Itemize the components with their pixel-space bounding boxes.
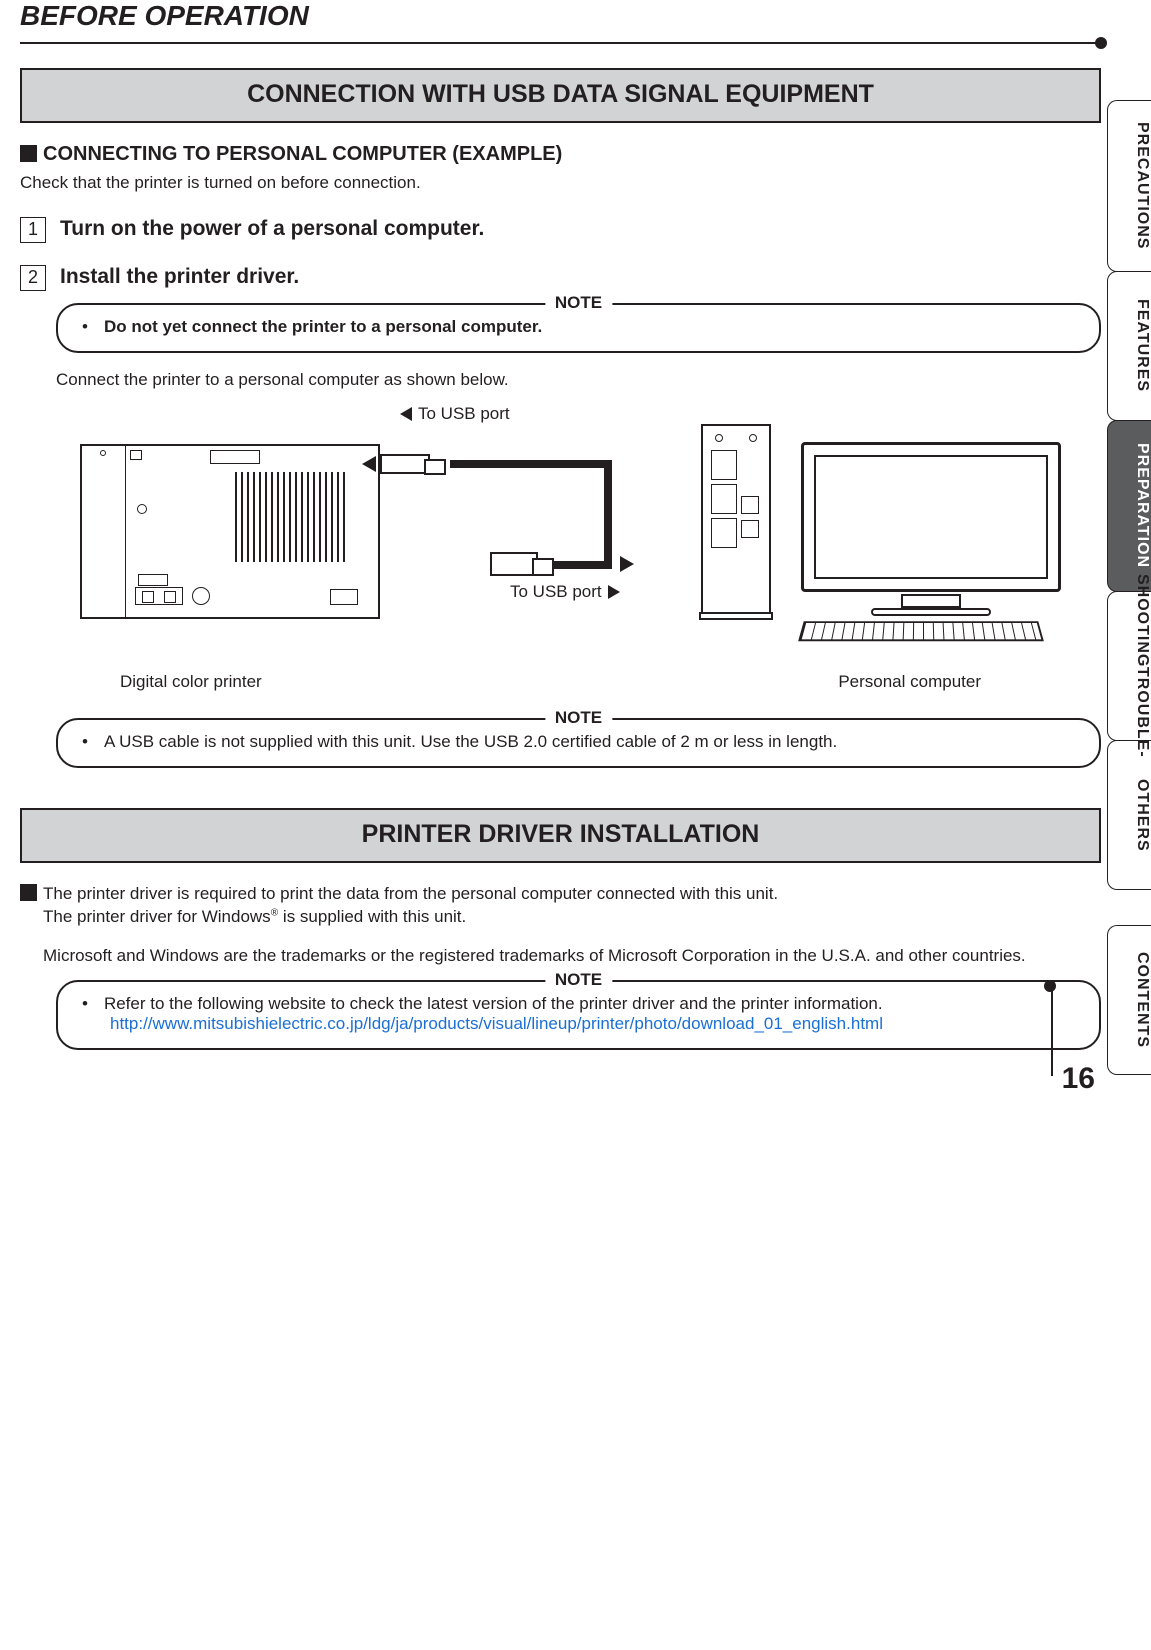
tab-troubleshooting[interactable]: SHOOTINGTROUBLE-	[1107, 591, 1151, 741]
usb-top-text: To USB port	[418, 404, 510, 423]
subheading-text: CONNECTING TO PERSONAL COMPUTER (EXAMPLE…	[43, 143, 562, 165]
tab-preparation[interactable]: PREPARATION	[1107, 420, 1151, 592]
note-text: •Do not yet connect the printer to a per…	[82, 317, 1075, 337]
note-2-body: A USB cable is not supplied with this un…	[104, 732, 837, 751]
pc-label: Personal computer	[838, 672, 981, 692]
arrow-left-icon	[400, 407, 412, 421]
step-number: 1	[20, 217, 46, 243]
usb-port-label-top: To USB port	[400, 404, 510, 424]
note-text: •Refer to the following website to check…	[82, 994, 1075, 1034]
note-label: NOTE	[545, 708, 612, 728]
tab-contents[interactable]: CONTENTS	[1107, 925, 1151, 1075]
subheading-connecting: CONNECTING TO PERSONAL COMPUTER (EXAMPLE…	[20, 143, 1101, 166]
printer-label: Digital color printer	[120, 672, 262, 692]
arrow-left-icon	[362, 456, 376, 472]
p1b-wrap: The printer driver for Windows® is suppl…	[43, 907, 466, 926]
diagram-labels: Digital color printer Personal computer	[120, 672, 981, 692]
page-number: 16	[1062, 1062, 1095, 1096]
p1b: The printer driver for Windows	[43, 907, 271, 926]
usb-port-label-bottom: To USB port	[510, 582, 620, 602]
section-banner-connection: CONNECTION WITH USB DATA SIGNAL EQUIPMEN…	[20, 68, 1101, 123]
step-2: 2 Install the printer driver.	[20, 265, 1101, 291]
note-label: NOTE	[545, 293, 612, 313]
usb-plug-icon	[380, 454, 430, 474]
driver-paragraph-1: The printer driver is required to print …	[20, 883, 1101, 929]
right-vertical-rule	[1051, 985, 1053, 1076]
tab-features[interactable]: FEATURES	[1107, 271, 1151, 421]
page-title: BEFORE OPERATION	[20, 0, 1101, 38]
driver-download-link[interactable]: http://www.mitsubishielectric.co.jp/ldg/…	[110, 1014, 883, 1033]
square-bullet-icon	[20, 145, 37, 162]
note-label: NOTE	[545, 970, 612, 990]
arrow-right-icon	[608, 585, 620, 599]
p1a: The printer driver is required to print …	[43, 884, 778, 903]
intro-text: Check that the printer is turned on befo…	[20, 172, 1101, 195]
step-text: Install the printer driver.	[60, 265, 299, 289]
step-text: Turn on the power of a personal computer…	[60, 217, 484, 241]
square-bullet-icon	[20, 884, 37, 901]
note-text: •A USB cable is not supplied with this u…	[82, 732, 1075, 752]
usb-plug-icon	[490, 552, 538, 576]
step-number: 2	[20, 265, 46, 291]
section-banner-driver: PRINTER DRIVER INSTALLATION	[20, 808, 1101, 863]
tab-others[interactable]: OTHERS	[1107, 740, 1151, 890]
arrow-right-icon	[620, 556, 634, 572]
connect-instruction: Connect the printer to a personal comput…	[56, 369, 1101, 392]
trademark-paragraph: Microsoft and Windows are the trademarks…	[43, 945, 1101, 968]
side-tabs: PRECAUTIONSFEATURESPREPARATIONSHOOTINGTR…	[1107, 100, 1151, 1074]
usb-cable-vertical	[604, 460, 612, 565]
note-box-3: NOTE •Refer to the following website to …	[56, 980, 1101, 1050]
usb-cable-top	[380, 454, 610, 474]
p1c: is supplied with this unit.	[278, 907, 466, 926]
pc-illustration	[701, 424, 1061, 639]
note-box-1: NOTE •Do not yet connect the printer to …	[56, 303, 1101, 353]
step-1: 1 Turn on the power of a personal comput…	[20, 217, 1101, 243]
note-box-2: NOTE •A USB cable is not supplied with t…	[56, 718, 1101, 768]
connection-diagram: To USB port To USB port	[80, 404, 1101, 664]
tab-precautions[interactable]: PRECAUTIONS	[1107, 100, 1151, 272]
note-1-body: Do not yet connect the printer to a pers…	[104, 317, 542, 336]
usb-bot-text: To USB port	[510, 582, 602, 601]
title-rule	[20, 38, 1101, 50]
printer-illustration	[80, 444, 380, 619]
note-3-body: Refer to the following website to check …	[104, 994, 883, 1013]
